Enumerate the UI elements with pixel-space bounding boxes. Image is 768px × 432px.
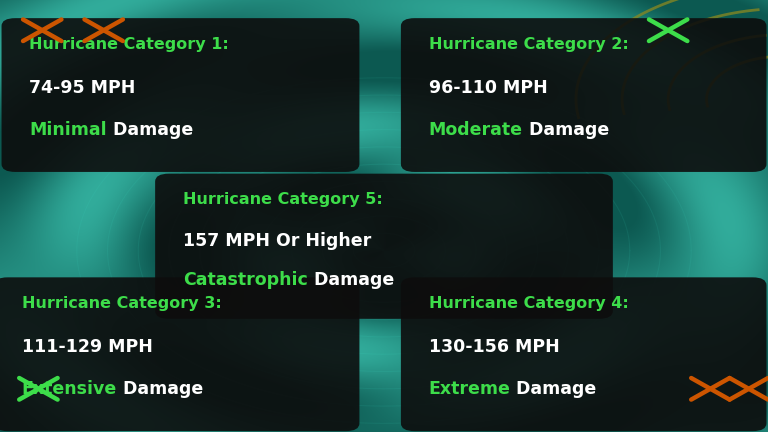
Text: Minimal: Minimal (29, 121, 107, 139)
Text: Hurricane Category 3:: Hurricane Category 3: (22, 296, 221, 311)
FancyBboxPatch shape (155, 174, 613, 319)
FancyBboxPatch shape (401, 277, 766, 431)
Text: 111-129 MPH: 111-129 MPH (22, 338, 152, 356)
Text: Damage: Damage (117, 380, 203, 398)
Text: Damage: Damage (307, 271, 394, 289)
Text: Damage: Damage (107, 121, 193, 139)
Text: 74-95 MPH: 74-95 MPH (29, 79, 136, 97)
Text: Hurricane Category 4:: Hurricane Category 4: (429, 296, 628, 311)
Text: Damage: Damage (522, 121, 609, 139)
Text: Extensive: Extensive (22, 380, 117, 398)
Text: Extreme: Extreme (429, 380, 511, 398)
Text: Damage: Damage (511, 380, 597, 398)
FancyBboxPatch shape (2, 18, 359, 172)
Text: 130-156 MPH: 130-156 MPH (429, 338, 559, 356)
Text: Hurricane Category 2:: Hurricane Category 2: (429, 37, 628, 52)
FancyBboxPatch shape (0, 277, 359, 431)
Text: Hurricane Category 1:: Hurricane Category 1: (29, 37, 229, 52)
Text: 96-110 MPH: 96-110 MPH (429, 79, 548, 97)
Text: Hurricane Category 5:: Hurricane Category 5: (183, 192, 382, 207)
Text: Moderate: Moderate (429, 121, 522, 139)
FancyBboxPatch shape (401, 18, 766, 172)
Text: 157 MPH Or Higher: 157 MPH Or Higher (183, 232, 371, 250)
Text: Catastrophic: Catastrophic (183, 271, 307, 289)
